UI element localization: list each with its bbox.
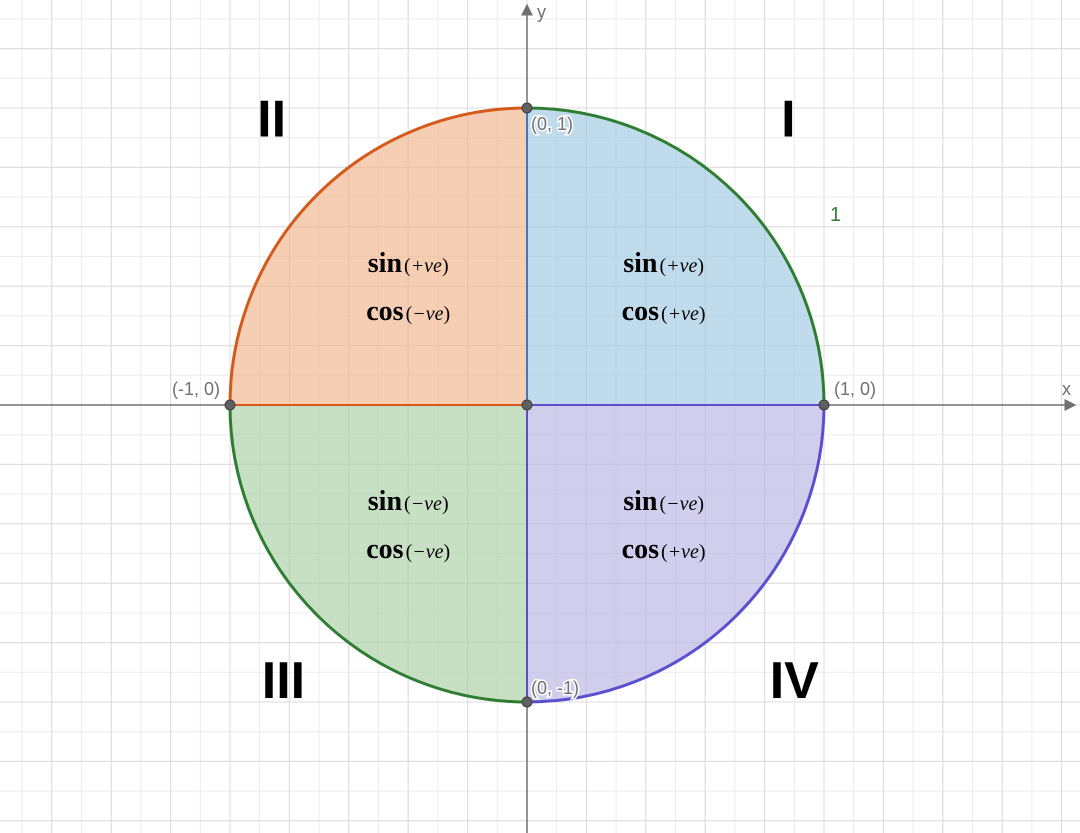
point-origin: [522, 400, 532, 410]
x-axis-label: x: [1062, 379, 1071, 399]
point-label-top: (0, 1): [531, 114, 573, 134]
radius-label: 1: [830, 204, 841, 226]
quadrant-roman-q4: IV: [770, 652, 819, 710]
point-label-bottom: (0, -1): [531, 678, 579, 698]
point-left: [225, 400, 235, 410]
quadrant-roman-q1: I: [781, 91, 795, 149]
quadrant-roman-q2: II: [257, 91, 286, 149]
y-axis-label: y: [537, 2, 546, 22]
point-right: [819, 400, 829, 410]
unit-circle-diagram: xy1(1, 0)(-1, 0)(0, 1)(0, -1)Isin(+ve)co…: [0, 0, 1080, 833]
point-bottom: [522, 697, 532, 707]
point-label-right: (1, 0): [834, 379, 876, 399]
quadrant-roman-q3: III: [262, 652, 305, 710]
point-label-left: (-1, 0): [172, 379, 220, 399]
point-top: [522, 103, 532, 113]
